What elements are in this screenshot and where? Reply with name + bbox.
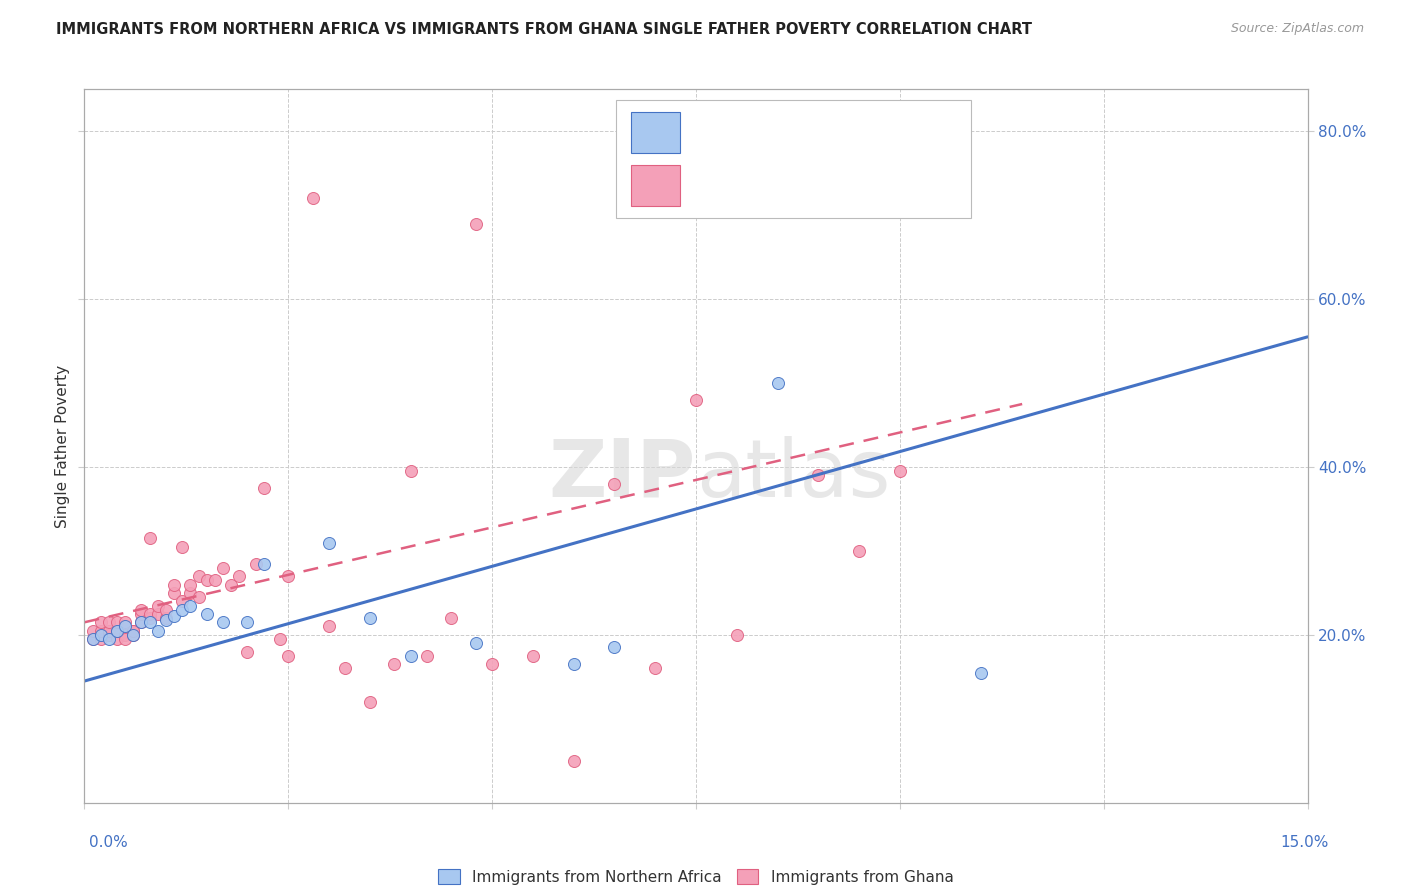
Point	[138, 615, 160, 630]
Point	[335, 661, 357, 675]
Point	[212, 615, 235, 630]
Point	[179, 577, 201, 591]
Point	[90, 628, 112, 642]
Point	[236, 615, 259, 630]
Point	[685, 392, 707, 407]
Point	[725, 628, 748, 642]
Point	[97, 628, 120, 642]
Point	[236, 645, 259, 659]
Legend: Immigrants from Northern Africa, Immigrants from Ghana: Immigrants from Northern Africa, Immigra…	[436, 866, 956, 888]
Point	[253, 481, 276, 495]
Point	[195, 607, 218, 621]
Point	[122, 628, 145, 642]
Point	[122, 628, 145, 642]
Point	[163, 609, 186, 624]
Point	[97, 632, 120, 646]
Point	[603, 640, 626, 655]
Point	[481, 657, 503, 672]
Point	[114, 632, 136, 646]
Point	[644, 661, 666, 675]
Point	[766, 376, 789, 390]
Point	[179, 586, 201, 600]
Point	[382, 657, 405, 672]
Point	[105, 632, 128, 646]
Point	[122, 624, 145, 638]
Point	[562, 754, 585, 768]
Point	[90, 632, 112, 646]
Point	[138, 607, 160, 621]
Point	[90, 615, 112, 630]
Point	[155, 611, 177, 625]
Point	[187, 590, 209, 604]
Point	[212, 560, 235, 574]
Point	[187, 569, 209, 583]
Point	[807, 468, 830, 483]
Point	[204, 574, 226, 588]
Point	[122, 624, 145, 638]
Point	[163, 577, 186, 591]
Point	[269, 632, 291, 646]
Text: 0.0%: 0.0%	[89, 836, 128, 850]
Point	[179, 599, 201, 613]
Point	[155, 603, 177, 617]
Point	[970, 665, 993, 680]
Point	[219, 577, 242, 591]
Text: ZIP: ZIP	[548, 435, 696, 514]
Point	[562, 657, 585, 672]
Point	[399, 648, 422, 663]
Point	[359, 611, 381, 625]
Point	[155, 613, 177, 627]
Point	[146, 599, 169, 613]
Point	[195, 574, 218, 588]
Point	[131, 615, 153, 630]
Point	[277, 569, 299, 583]
Point	[440, 611, 463, 625]
Point	[90, 624, 112, 638]
Point	[301, 191, 323, 205]
Point	[172, 540, 194, 554]
Point	[82, 624, 104, 638]
Point	[359, 695, 381, 709]
Text: Source: ZipAtlas.com: Source: ZipAtlas.com	[1230, 22, 1364, 36]
Point	[105, 615, 128, 630]
Point	[318, 619, 340, 633]
Text: 15.0%: 15.0%	[1281, 836, 1329, 850]
Point	[138, 532, 160, 546]
Point	[146, 624, 169, 638]
Point	[399, 464, 422, 478]
Point	[172, 594, 194, 608]
Point	[163, 586, 186, 600]
Point	[172, 603, 194, 617]
Point	[82, 632, 104, 646]
Point	[464, 636, 486, 650]
Point	[97, 624, 120, 638]
Point	[245, 557, 267, 571]
Point	[253, 557, 276, 571]
Point	[138, 611, 160, 625]
Point	[114, 615, 136, 630]
Point	[131, 615, 153, 630]
Point	[228, 569, 250, 583]
Point	[848, 544, 870, 558]
Point	[97, 615, 120, 630]
Point	[889, 464, 911, 478]
Point	[114, 628, 136, 642]
Point	[277, 648, 299, 663]
Point	[82, 632, 104, 646]
Point	[603, 476, 626, 491]
Point	[114, 619, 136, 633]
Point	[131, 603, 153, 617]
Text: IMMIGRANTS FROM NORTHERN AFRICA VS IMMIGRANTS FROM GHANA SINGLE FATHER POVERTY C: IMMIGRANTS FROM NORTHERN AFRICA VS IMMIG…	[56, 22, 1032, 37]
Point	[318, 535, 340, 549]
Point	[416, 648, 439, 663]
Text: atlas: atlas	[696, 435, 890, 514]
Y-axis label: Single Father Poverty: Single Father Poverty	[55, 365, 70, 527]
Point	[131, 607, 153, 621]
Point	[146, 607, 169, 621]
Point	[522, 648, 544, 663]
Point	[105, 624, 128, 638]
Point	[464, 217, 486, 231]
Point	[105, 624, 128, 638]
